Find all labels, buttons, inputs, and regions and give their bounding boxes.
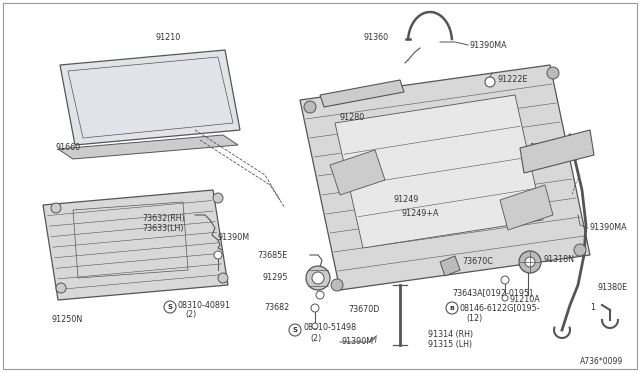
Polygon shape bbox=[60, 50, 240, 145]
Polygon shape bbox=[300, 65, 590, 290]
Polygon shape bbox=[500, 185, 553, 230]
Text: 08310-51498: 08310-51498 bbox=[303, 324, 356, 333]
Text: 91390MA: 91390MA bbox=[470, 41, 508, 49]
Circle shape bbox=[519, 251, 541, 273]
Text: 91380E: 91380E bbox=[598, 283, 628, 292]
Text: 91318N: 91318N bbox=[543, 256, 574, 264]
Text: 91390M: 91390M bbox=[342, 337, 374, 346]
Text: S: S bbox=[292, 327, 298, 333]
Circle shape bbox=[547, 67, 559, 79]
Text: 08146-6122G[0195-: 08146-6122G[0195- bbox=[460, 304, 541, 312]
Circle shape bbox=[331, 279, 343, 291]
Text: 73643A[0192-0195]: 73643A[0192-0195] bbox=[452, 289, 532, 298]
Text: 91315 (LH): 91315 (LH) bbox=[428, 340, 472, 350]
Text: 73632(RH): 73632(RH) bbox=[142, 214, 185, 222]
Circle shape bbox=[56, 283, 66, 293]
Circle shape bbox=[304, 101, 316, 113]
Circle shape bbox=[213, 193, 223, 203]
Text: 73685E: 73685E bbox=[258, 251, 288, 260]
Circle shape bbox=[306, 266, 330, 290]
Text: 91249: 91249 bbox=[394, 196, 419, 205]
Circle shape bbox=[485, 77, 495, 87]
Circle shape bbox=[316, 291, 324, 299]
Polygon shape bbox=[335, 95, 543, 248]
Polygon shape bbox=[330, 150, 385, 195]
Circle shape bbox=[312, 272, 324, 284]
Text: 73682: 73682 bbox=[265, 304, 290, 312]
Circle shape bbox=[218, 273, 228, 283]
Polygon shape bbox=[58, 135, 238, 159]
Text: 91390M: 91390M bbox=[218, 234, 250, 243]
Text: 91249+A: 91249+A bbox=[402, 209, 440, 218]
Text: 91210A: 91210A bbox=[510, 295, 541, 305]
Text: 91314 (RH): 91314 (RH) bbox=[428, 330, 473, 340]
Text: (2): (2) bbox=[185, 310, 196, 318]
Text: 73633(LH): 73633(LH) bbox=[142, 224, 184, 232]
Text: 91390MA: 91390MA bbox=[590, 224, 628, 232]
Text: 73670C: 73670C bbox=[462, 257, 493, 266]
Polygon shape bbox=[320, 80, 404, 107]
Text: A736*0099: A736*0099 bbox=[580, 357, 623, 366]
Text: 91222E: 91222E bbox=[498, 76, 529, 84]
Text: 91280: 91280 bbox=[340, 113, 365, 122]
Circle shape bbox=[501, 276, 509, 284]
Circle shape bbox=[525, 257, 535, 267]
Circle shape bbox=[51, 203, 61, 213]
Polygon shape bbox=[43, 190, 228, 300]
Text: 08310-40891: 08310-40891 bbox=[178, 301, 231, 310]
Polygon shape bbox=[440, 256, 460, 276]
Polygon shape bbox=[520, 130, 594, 173]
Text: (12): (12) bbox=[466, 314, 483, 323]
Circle shape bbox=[311, 304, 319, 312]
Text: 91660: 91660 bbox=[55, 144, 80, 153]
Text: 1: 1 bbox=[590, 304, 595, 312]
Text: 91250N: 91250N bbox=[52, 315, 83, 324]
Circle shape bbox=[214, 251, 222, 259]
Text: (2): (2) bbox=[310, 334, 321, 343]
Text: 73670D: 73670D bbox=[349, 305, 380, 314]
Text: 91350M: 91350M bbox=[530, 144, 562, 153]
Text: 91295: 91295 bbox=[262, 273, 288, 282]
Text: B: B bbox=[449, 305, 454, 311]
Circle shape bbox=[312, 323, 318, 329]
Circle shape bbox=[574, 244, 586, 256]
Circle shape bbox=[502, 295, 508, 301]
Text: S: S bbox=[168, 304, 173, 310]
Text: 91210: 91210 bbox=[155, 33, 180, 42]
Text: 91360: 91360 bbox=[363, 33, 388, 42]
